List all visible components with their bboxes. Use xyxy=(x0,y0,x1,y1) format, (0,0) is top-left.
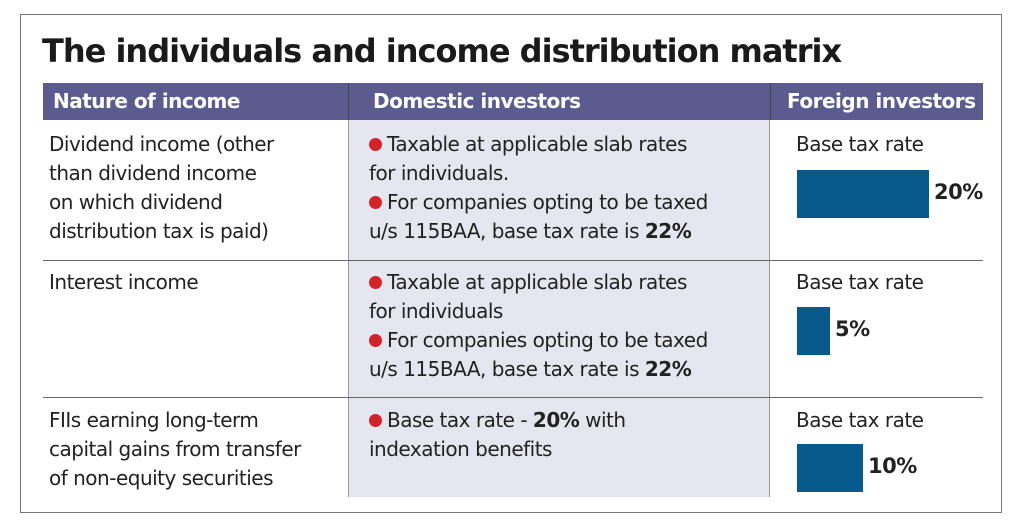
tax-rate-value: 10% xyxy=(868,454,917,478)
domestic-text: for individuals. xyxy=(369,161,509,185)
page-title: The individuals and income distribution … xyxy=(42,32,842,70)
tax-rate-bar xyxy=(797,170,929,218)
header-domestic-investors: Domestic investors xyxy=(348,83,770,120)
nature-line: of non-equity securities xyxy=(49,466,274,490)
row-divider xyxy=(43,397,983,398)
domestic-text: For companies opting to be taxed xyxy=(387,190,708,214)
row-divider xyxy=(43,260,983,261)
tax-rate-value: 20% xyxy=(934,180,983,204)
nature-of-income-cell: Dividend income (other than dividend inco… xyxy=(49,130,274,246)
bullet-icon xyxy=(369,138,382,151)
domestic-text: for individuals xyxy=(369,299,503,323)
domestic-line: for individuals xyxy=(369,297,708,326)
domestic-text: u/s 115BAA, base tax rate is xyxy=(369,219,645,243)
nature-line: Interest income xyxy=(49,270,199,294)
domestic-line: Taxable at applicable slab rates xyxy=(369,130,708,159)
domestic-line: indexation benefits xyxy=(369,435,626,464)
domestic-text: indexation benefits xyxy=(369,437,552,461)
foreign-label: Base tax rate xyxy=(796,132,924,156)
nature-line: capital gains from transfer xyxy=(49,437,301,461)
header-foreign-investors: Foreign investors xyxy=(770,83,983,120)
domestic-column-background xyxy=(348,120,770,497)
nature-line: Dividend income (other xyxy=(49,132,274,156)
domestic-text: For companies opting to be taxed xyxy=(387,328,708,352)
domestic-line: for individuals. xyxy=(369,159,708,188)
domestic-rate: 20% xyxy=(532,408,580,432)
bullet-icon xyxy=(369,334,382,347)
domestic-line: For companies opting to be taxed xyxy=(369,188,708,217)
domestic-investors-cell: Taxable at applicable slab rates for indi… xyxy=(369,268,708,384)
domestic-line: u/s 115BAA, base tax rate is 22% xyxy=(369,217,708,246)
domestic-line: Taxable at applicable slab rates xyxy=(369,268,708,297)
foreign-label: Base tax rate xyxy=(796,270,924,294)
tax-rate-bar xyxy=(797,444,863,492)
domestic-text: Base tax rate - xyxy=(387,408,533,432)
nature-line: on which dividend xyxy=(49,190,223,214)
bullet-icon xyxy=(369,196,382,209)
domestic-investors-cell: Base tax rate - 20% with indexation benef… xyxy=(369,406,626,464)
tax-rate-value: 5% xyxy=(835,317,870,341)
nature-of-income-cell: FIIs earning long-term capital gains from… xyxy=(49,406,301,493)
domestic-line: Base tax rate - 20% with xyxy=(369,406,626,435)
domestic-rate: 22% xyxy=(644,219,692,243)
header-nature-of-income: Nature of income xyxy=(43,83,348,120)
nature-of-income-cell: Interest income xyxy=(49,268,199,297)
nature-line: FIIs earning long-term xyxy=(49,408,259,432)
domestic-text: u/s 115BAA, base tax rate is xyxy=(369,357,645,381)
domestic-text: Taxable at applicable slab rates xyxy=(387,132,687,156)
nature-line: than dividend income xyxy=(49,161,257,185)
foreign-label: Base tax rate xyxy=(796,408,924,432)
domestic-text: Taxable at applicable slab rates xyxy=(387,270,687,294)
domestic-line: For companies opting to be taxed xyxy=(369,326,708,355)
tax-rate-bar xyxy=(797,307,830,355)
domestic-line: u/s 115BAA, base tax rate is 22% xyxy=(369,355,708,384)
nature-line: distribution tax is paid) xyxy=(49,219,269,243)
domestic-investors-cell: Taxable at applicable slab rates for indi… xyxy=(369,130,708,246)
domestic-text: with xyxy=(579,408,626,432)
bullet-icon xyxy=(369,276,382,289)
domestic-rate: 22% xyxy=(644,357,692,381)
infographic-frame xyxy=(20,14,1002,513)
bullet-icon xyxy=(369,414,382,427)
